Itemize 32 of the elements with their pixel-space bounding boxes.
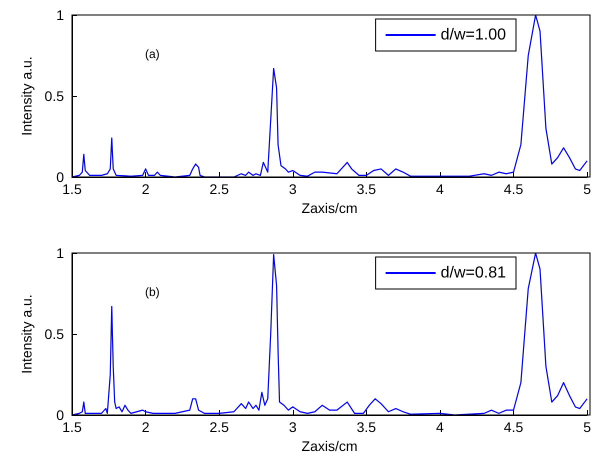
- y-axis-title: Intensity a.u.: [18, 56, 35, 136]
- x-tick-label: 2: [142, 181, 150, 197]
- x-tick-label: 5: [583, 181, 592, 197]
- x-tick-label: 4.5: [504, 181, 524, 197]
- x-tick-label: 5: [583, 418, 592, 434]
- x-tick-label: 4: [436, 418, 444, 434]
- y-tick-label: 1: [56, 244, 64, 260]
- x-tick-label: 4: [436, 181, 444, 197]
- line-series: [71, 14, 588, 178]
- x-tick-label: 3: [288, 181, 297, 197]
- y-tick-label: 0.5: [44, 326, 64, 342]
- x-tick-label: 3: [288, 418, 297, 434]
- y-tick-label: 0.5: [44, 88, 64, 104]
- x-tick-label: 3.5: [356, 181, 376, 197]
- x-axis-title: Zaxis/cm: [302, 437, 358, 454]
- legend-label: d/w=0.81: [440, 264, 506, 281]
- x-tick-label: 2.5: [209, 181, 230, 197]
- x-tick-label: 3.5: [356, 418, 376, 434]
- line-series: [71, 252, 588, 416]
- x-tick-label: 2: [142, 418, 150, 434]
- x-tick-label: 1.5: [62, 418, 82, 434]
- x-tick-label: 4.5: [504, 418, 524, 434]
- y-axis-title: Intensity a.u.: [18, 294, 35, 374]
- x-axis-title: Zaxis/cm: [302, 200, 358, 216]
- x-tick-label: 2.5: [209, 418, 230, 434]
- annotation: (b): [145, 284, 160, 298]
- y-tick-label: 0: [56, 169, 64, 185]
- x-tick-label: 1.5: [62, 181, 82, 197]
- y-tick-label: 0: [56, 406, 64, 422]
- y-tick-label: 1: [56, 7, 64, 23]
- annotation: (a): [145, 47, 160, 61]
- legend-label: d/w=1.00: [440, 26, 506, 44]
